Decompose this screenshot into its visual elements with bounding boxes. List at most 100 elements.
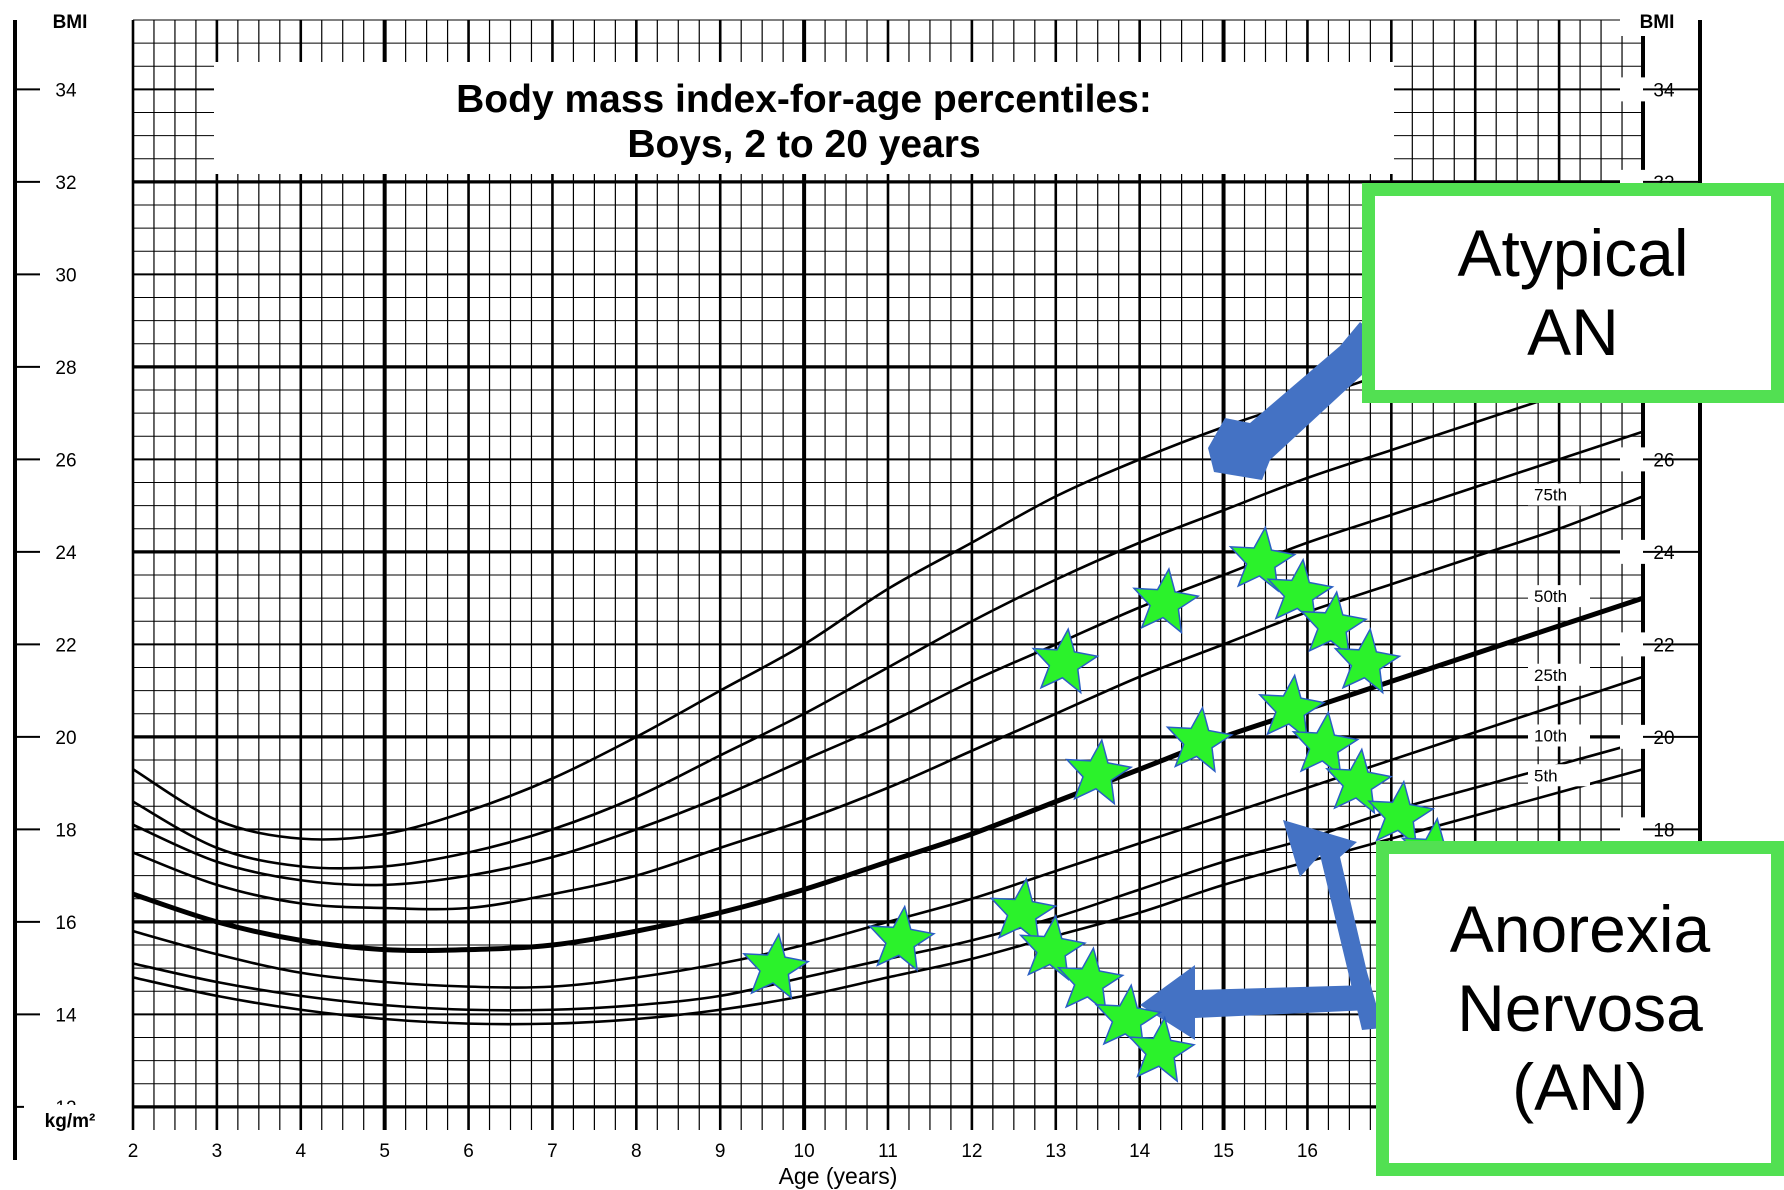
x-tick-label: 3 [212,1141,223,1162]
bmi-label-bg-left [38,6,102,36]
y-tick-label-right: 22 [1653,635,1674,656]
patient-star-marker [1031,627,1100,695]
patient-star-marker [742,932,811,1000]
patient-star-marker [1094,983,1163,1051]
x-tick-label: 10 [794,1141,815,1162]
bmi-label-bg-right [1620,6,1694,36]
percentile-curve-5th [132,767,1644,1026]
chart-title-box: Body mass index-for-age percentiles: Boy… [214,62,1394,174]
percentile-label-bg [1528,483,1590,506]
callout-an-line1: Anorexia [1449,891,1711,966]
x-tick-label: 8 [631,1141,642,1162]
y-tick-label-left: 16 [55,913,76,934]
patient-star-marker [1333,627,1402,695]
patient-star-marker [867,904,936,972]
patient-star-marker [1056,946,1125,1014]
percentile-label-bg [1528,764,1590,787]
callout-an-line3: (AN) [1512,1050,1648,1125]
x-tick-label: 7 [547,1141,558,1162]
patient-star-marker [1299,590,1368,658]
y-tick-bg-left [30,539,100,564]
callout-anorexia-nervosa: Anorexia Nervosa (AN) [1376,841,1784,1176]
an-arrow-left [1140,965,1370,1040]
callout-atypical-line1: Atypical [1457,215,1689,290]
y-tick-bg-left [30,724,100,749]
percentile-curve-25th [132,675,1644,989]
patient-markers [742,525,1469,1083]
x-tick-label: 5 [379,1141,390,1162]
percentile-label-50th: 50th [1534,587,1567,606]
x-tick-label: 15 [1213,1141,1234,1162]
percentile-label-10th: 10th [1534,727,1567,746]
patient-star-marker [1228,525,1297,593]
x-tick-label: 6 [463,1141,474,1162]
y-tick-label-right: 26 [1653,450,1674,471]
x-tick-label: 16 [1297,1141,1318,1162]
callout-atypical-an: Atypical AN [1362,183,1784,403]
x-tick-label: 2 [128,1141,139,1162]
y-tick-label-left: 20 [55,728,76,749]
percentile-curve-75th [132,495,1644,911]
patient-star-marker [989,876,1058,945]
y-tick-label-right: 18 [1653,820,1674,841]
x-tick-label: 13 [1045,1141,1066,1162]
unit-label-bg [24,1105,118,1135]
chart-title: Body mass index-for-age percentiles: [456,78,1152,121]
patient-star-marker [1367,779,1436,847]
y-tick-label-right: 24 [1653,543,1675,564]
y-tick-label-left: 28 [55,358,76,379]
y-tick-bg-left [30,447,100,472]
y-tick-bg-left [30,262,100,287]
y-tick-label-left: 22 [55,635,76,656]
percentile-label-75th: 75th [1534,485,1567,504]
percentile-label-5th: 5th [1534,766,1558,785]
percentile-curve-series-2 [132,430,1644,887]
patient-star-marker [1165,705,1234,773]
an-arrow-up [1283,820,1383,1030]
y-tick-label-right: 34 [1653,80,1675,101]
x-tick-label: 14 [1129,1141,1151,1162]
percentile-label-bg [1528,585,1590,608]
percentile-labels: 75th 50th 25th 10th 5th [1528,483,1590,787]
percentile-label-bg [1528,663,1590,686]
callout-arrows [1140,322,1390,1040]
y-axis-title-right: BMI [1640,12,1675,33]
y-tick-bg-left [30,77,100,102]
y-tick-label-right: 20 [1653,728,1674,749]
y-tick-label-left: 24 [55,543,77,564]
y-tick-bg-left [30,909,100,934]
percentile-curve-50th [132,595,1644,954]
percentile-curve-series-1 [132,365,1644,870]
patient-star-marker [1257,673,1326,741]
y-axis-unit-label: kg/m² [45,1111,96,1132]
patient-star-marker [1018,913,1087,982]
callout-an-line2: Nervosa [1457,970,1703,1045]
patient-star-marker [1291,710,1360,778]
patient-star-marker [1266,557,1335,625]
percentile-label-25th: 25th [1534,666,1567,685]
y-tick-label-left: 32 [55,173,76,194]
patient-star-marker [1065,738,1134,806]
y-tick-bg-left [30,632,100,657]
callout-atypical-line2: AN [1527,295,1619,369]
y-tick-bg-left [30,169,100,194]
patient-star-marker [1325,747,1394,815]
y-tick-label-left: 30 [55,265,76,286]
patient-star-marker [1127,1015,1196,1083]
patient-star-marker [1132,567,1201,635]
y-tick-label-left: 18 [55,820,76,841]
y-axis-title-left: BMI [53,12,88,33]
y-tick-label-left: 26 [55,450,76,471]
x-tick-label: 4 [295,1141,306,1162]
percentile-label-bg [1528,724,1590,747]
chart-subtitle: Boys, 2 to 20 years [627,123,980,166]
y-tick-bg-left [30,354,100,379]
x-tick-label: 11 [878,1141,898,1162]
y-tick-bg-left [30,817,100,842]
x-tick-label: 12 [961,1141,982,1162]
x-axis-title: Age (years) [779,1163,898,1189]
atypical-arrow [1208,322,1390,480]
y-tick-bg-left [30,1002,100,1027]
